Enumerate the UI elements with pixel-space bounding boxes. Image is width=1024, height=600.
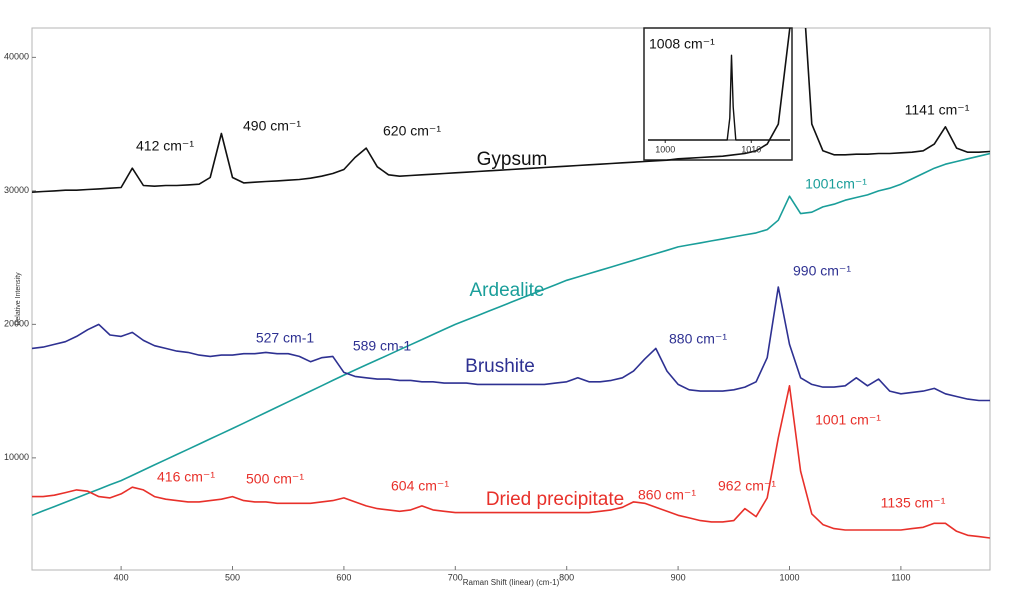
peak-label: 416 cm⁻¹ (157, 469, 215, 485)
series-line (648, 54, 790, 141)
plot-area (31, 27, 991, 571)
x-axis-title: Raman Shift (linear) (cm-1) (463, 578, 560, 587)
series-line (32, 28, 990, 193)
peak-label: 962 cm⁻¹ (718, 478, 776, 494)
x-tick-label: 500 (225, 572, 240, 582)
inset-title: 1008 cm⁻¹ (649, 36, 715, 52)
peak-label: 860 cm⁻¹ (638, 487, 696, 503)
peak-label: 589 cm-1 (353, 338, 412, 354)
inset-x-tick-label: 1010 (741, 144, 761, 154)
y-axis-title: Relative Intensity (15, 272, 22, 326)
x-tick-label: 900 (671, 572, 686, 582)
y-tick-label: 20000 (4, 319, 29, 329)
peak-label: 1135 cm⁻¹ (881, 495, 946, 511)
x-tick-label: 400 (114, 572, 129, 582)
peak-label: 527 cm-1 (256, 330, 315, 346)
peak-label: 620 cm⁻¹ (383, 123, 441, 139)
x-tick-label: 800 (559, 572, 574, 582)
series-line (32, 152, 990, 517)
peak-label: 500 cm⁻¹ (246, 471, 304, 487)
series-label: Brushite (465, 356, 535, 377)
series-line (32, 385, 990, 539)
x-tick-label: 600 (336, 572, 351, 582)
y-tick-label: 30000 (4, 185, 29, 195)
series-label: Gypsum (477, 149, 548, 170)
inset-box (643, 27, 793, 161)
y-tick-label: 40000 (4, 52, 29, 62)
peak-label: 1001 cm⁻¹ (815, 412, 881, 428)
peak-label: 412 cm⁻¹ (136, 138, 194, 154)
x-tick-label: 1100 (891, 572, 910, 582)
y-tick-label: 10000 (4, 452, 29, 462)
peak-label: 604 cm⁻¹ (391, 478, 449, 494)
peak-label: 990 cm⁻¹ (793, 263, 851, 279)
series-label: Dried precipitate (486, 489, 624, 510)
inset-x-tick-label: 1000 (655, 144, 675, 154)
series-label: Ardealite (470, 280, 545, 301)
peak-label: 1001cm⁻¹ (805, 176, 867, 192)
x-tick-label: 1000 (779, 572, 799, 582)
x-tick-label: 700 (448, 572, 463, 582)
peak-label: 880 cm⁻¹ (669, 331, 727, 347)
peak-label: 1141 cm⁻¹ (905, 102, 970, 118)
peak-label: 490 cm⁻¹ (243, 118, 301, 134)
series-line (32, 286, 990, 402)
